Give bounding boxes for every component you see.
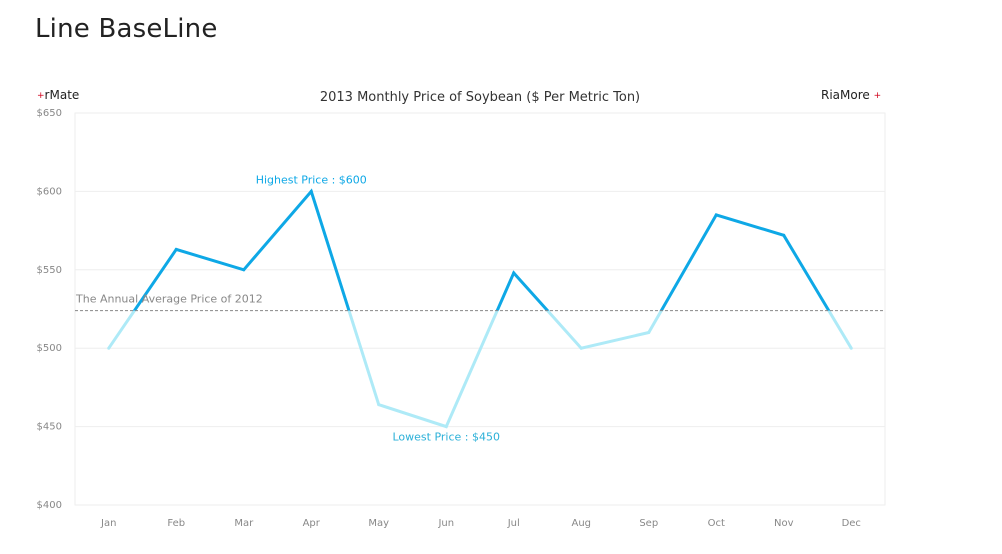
plot-area: [74, 112, 886, 506]
data-point: [849, 346, 853, 350]
brand-left-label: rMate: [44, 88, 80, 102]
x-tick-label: Nov: [774, 518, 794, 529]
data-point: [714, 213, 718, 217]
data-point: [782, 233, 786, 237]
riamore-logo: RiaMore +: [821, 88, 881, 102]
x-tick-label: Apr: [303, 518, 321, 529]
y-tick-label: $400: [37, 500, 62, 511]
rmate-logo: +rMate: [37, 88, 79, 102]
series-line-below-baseline: [107, 310, 853, 429]
data-point: [377, 403, 381, 407]
annotations: Highest Price : $600 Lowest Price : $450: [256, 173, 500, 443]
x-tick-label: May: [368, 518, 389, 529]
data-point: [107, 346, 111, 350]
baseline-label: The Annual Average Price of 2012: [75, 293, 263, 306]
data-point: [309, 189, 313, 193]
x-tick-label: Dec: [842, 518, 861, 529]
series-line-above-baseline: [132, 188, 831, 311]
y-axis: $400 $450 $500 $550 $600 $650: [37, 108, 62, 511]
y-tick-label: $450: [37, 422, 62, 433]
highest-price-label: Highest Price : $600: [256, 173, 367, 186]
y-tick-label: $500: [37, 343, 62, 354]
x-tick-label: Jun: [437, 518, 454, 529]
x-tick-label: Oct: [708, 518, 725, 529]
grid-lines: [75, 112, 885, 506]
data-point: [444, 425, 448, 429]
y-tick-label: $550: [37, 265, 62, 276]
chart-title: 2013 Monthly Price of Soybean ($ Per Met…: [319, 90, 641, 105]
data-point: [512, 271, 516, 275]
data-point: [579, 346, 583, 350]
x-tick-label: Jan: [100, 518, 116, 529]
lowest-price-label: Lowest Price : $450: [393, 431, 501, 444]
y-tick-label: $600: [37, 186, 62, 197]
page-title: Line BaseLine: [35, 14, 218, 44]
x-tick-label: Sep: [639, 518, 658, 529]
data-points: [107, 189, 853, 429]
x-tick-label: Feb: [167, 518, 185, 529]
data-point: [242, 268, 246, 272]
x-tick-label: Mar: [234, 518, 254, 529]
x-tick-label: Aug: [571, 518, 591, 529]
brand-right-label: RiaMore: [821, 88, 870, 102]
x-tick-label: Jul: [507, 518, 520, 529]
data-point: [174, 247, 178, 251]
data-point: [647, 331, 651, 335]
plus-mark-icon: +: [873, 91, 882, 101]
plus-mark-icon: +: [37, 91, 45, 101]
x-axis: Jan Feb Mar Apr May Jun Jul Aug Sep Oct Nov Dec: [100, 518, 861, 529]
y-tick-label: $650: [37, 108, 62, 119]
